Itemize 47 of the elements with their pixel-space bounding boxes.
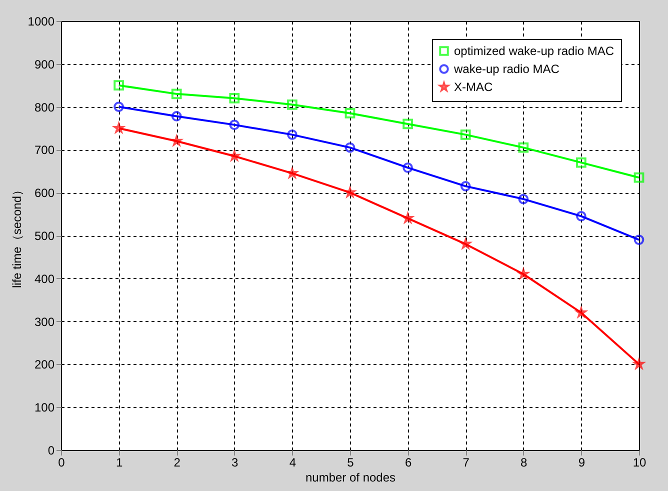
y-tick-label: 400 bbox=[34, 272, 55, 286]
point bbox=[402, 162, 413, 173]
y-axis-title: life time（second） bbox=[10, 184, 24, 288]
x-tick-label: 6 bbox=[404, 456, 412, 470]
y-tick-label: 200 bbox=[34, 358, 55, 372]
y-tick-label: 800 bbox=[34, 100, 55, 114]
x-tick-label: 3 bbox=[232, 456, 239, 470]
x-tick-label: 0 bbox=[58, 456, 66, 470]
point bbox=[114, 80, 124, 91]
legend-label: optimized wake-up radio MAC bbox=[454, 44, 614, 58]
y-tick-label: 700 bbox=[34, 143, 55, 158]
x-tick-label: 7 bbox=[462, 456, 470, 470]
y-tick-label: 300 bbox=[34, 314, 55, 329]
point bbox=[518, 142, 529, 153]
point bbox=[576, 157, 586, 168]
x-tick-label: 5 bbox=[347, 456, 354, 470]
point bbox=[114, 102, 124, 112]
x-tick-label: 2 bbox=[174, 456, 181, 470]
y-tick-label: 900 bbox=[34, 57, 55, 72]
y-tick-label: 100 bbox=[34, 400, 55, 415]
point bbox=[402, 118, 413, 130]
legend-label: wake-up radio MAC bbox=[453, 62, 560, 76]
x-axis-title: number of nodes bbox=[305, 470, 396, 484]
point bbox=[171, 111, 182, 122]
y-tick-label: 600 bbox=[34, 186, 55, 200]
x-tick-label: 4 bbox=[289, 456, 296, 470]
x-tick-label: 9 bbox=[578, 456, 586, 470]
point bbox=[229, 120, 240, 130]
point bbox=[634, 234, 644, 245]
point bbox=[460, 180, 471, 192]
point bbox=[287, 99, 298, 110]
point bbox=[576, 211, 586, 222]
y-tick-label: 1000 bbox=[28, 14, 55, 28]
x-tick-label: 1 bbox=[116, 456, 123, 470]
y-tick-label: 500 bbox=[34, 229, 55, 243]
point bbox=[287, 130, 298, 140]
legend-label: X-MAC bbox=[454, 80, 493, 94]
x-tick-label: 10 bbox=[632, 456, 646, 470]
point bbox=[344, 108, 356, 118]
point bbox=[634, 172, 644, 183]
y-tick-label: 0 bbox=[48, 444, 55, 458]
point bbox=[518, 194, 529, 204]
point bbox=[344, 142, 356, 153]
x-tick-label: 8 bbox=[520, 456, 528, 470]
point bbox=[229, 93, 240, 104]
point bbox=[460, 130, 471, 140]
point bbox=[171, 88, 182, 100]
